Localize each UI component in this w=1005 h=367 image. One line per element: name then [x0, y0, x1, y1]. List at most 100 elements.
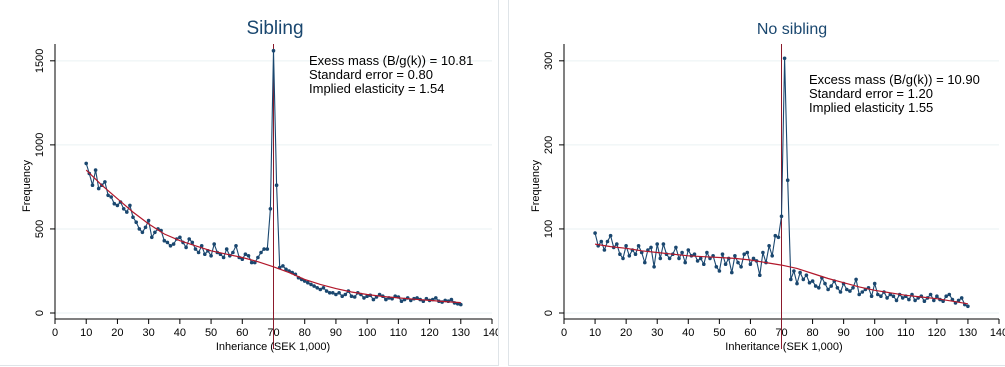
data-point — [686, 248, 691, 252]
annotation-elasticity: Implied elasticity = 1.54 — [309, 81, 444, 96]
x-tick-label: 100 — [866, 327, 884, 339]
data-point — [798, 270, 802, 275]
x-tick-label: 80 — [806, 327, 818, 339]
data-point — [331, 291, 335, 295]
data-point — [879, 294, 883, 299]
y-tick-label: 0 — [543, 310, 555, 316]
counterfactual-line — [85, 169, 461, 304]
y-axis-label: Frequency — [530, 160, 542, 212]
data-point — [922, 299, 927, 304]
data-point — [221, 255, 226, 260]
data-point — [795, 281, 799, 286]
data-point — [779, 214, 784, 219]
data-point — [178, 235, 182, 240]
x-tick-label: 130 — [959, 327, 977, 339]
data-point — [773, 233, 778, 238]
x-tick-label: 10 — [589, 327, 601, 339]
data-point — [306, 280, 310, 285]
data-point — [256, 255, 260, 260]
data-point — [153, 230, 157, 235]
data-point — [826, 287, 830, 292]
data-point — [106, 193, 110, 198]
data-point — [459, 302, 463, 307]
data-point — [121, 207, 126, 211]
data-point — [789, 277, 793, 282]
data-point — [674, 245, 678, 250]
data-point — [349, 294, 354, 299]
data-point — [885, 296, 889, 300]
data-point — [758, 273, 762, 278]
data-point — [309, 282, 313, 287]
y-tick-label: 200 — [543, 136, 555, 154]
data-point — [209, 254, 213, 258]
x-tick-label: 120 — [420, 327, 438, 339]
annotation-standard-error: Standard error = 0.80 — [309, 67, 433, 82]
data-point — [115, 203, 120, 208]
data-point — [190, 240, 195, 245]
x-tick-label: 0 — [52, 327, 58, 339]
data-point — [605, 239, 610, 244]
data-point — [705, 250, 709, 255]
data-point — [739, 265, 743, 269]
data-point — [751, 256, 756, 261]
data-point — [327, 291, 332, 295]
data-point — [608, 233, 613, 238]
data-point — [776, 235, 781, 240]
data-point — [804, 273, 809, 278]
y-tick-label: 500 — [34, 220, 46, 238]
x-axis-label: Inheritance (SEK 1,000) — [725, 341, 842, 353]
data-point — [848, 289, 852, 293]
chart-panel-no-sibling: 0 100 200 300 0 10 20 30 40 50 60 70 80 90 100 110 120 13… — [508, 0, 1005, 366]
data-point — [692, 252, 697, 256]
data-point — [928, 292, 933, 297]
data-point — [680, 250, 684, 255]
data-point — [621, 256, 625, 261]
data-point — [259, 250, 263, 255]
data-point — [714, 265, 719, 269]
data-point — [857, 292, 861, 297]
data-point — [869, 294, 874, 299]
data-point — [677, 256, 681, 261]
data-point — [652, 265, 656, 269]
data-point — [639, 250, 644, 255]
y-tick-label: 1000 — [34, 133, 46, 157]
data-point — [165, 240, 170, 245]
x-tick-label: 120 — [928, 327, 946, 339]
data-point — [817, 286, 821, 290]
data-point — [90, 183, 95, 187]
y-tick-label: 100 — [543, 220, 555, 238]
data-point — [872, 281, 877, 286]
data-point — [246, 254, 251, 258]
data-point — [935, 294, 939, 299]
data-point — [284, 267, 288, 272]
data-point — [193, 247, 198, 251]
data-point — [137, 227, 142, 231]
data-point — [782, 56, 787, 61]
data-point — [321, 286, 326, 290]
data-point — [698, 256, 703, 261]
data-point — [324, 289, 329, 293]
counterfactual-line — [595, 243, 968, 305]
data-point — [736, 260, 740, 265]
data-point — [717, 269, 722, 273]
x-tick-label: 20 — [620, 327, 632, 339]
data-point — [829, 284, 833, 288]
data-point — [384, 297, 388, 302]
data-point — [162, 238, 167, 243]
x-tick-label: 60 — [744, 327, 756, 339]
data-point — [203, 252, 207, 256]
data-point — [636, 244, 641, 248]
data-point — [362, 296, 366, 300]
data-point — [146, 218, 151, 223]
data-point — [131, 215, 135, 219]
data-point — [745, 250, 750, 255]
x-tick-label: 110 — [897, 327, 915, 339]
data-point — [109, 195, 113, 199]
data-point — [134, 220, 138, 224]
data-point — [627, 254, 632, 258]
data-point — [125, 210, 129, 214]
data-point — [224, 247, 229, 251]
annotation-standard-error: Standard error = 1.20 — [809, 86, 933, 101]
